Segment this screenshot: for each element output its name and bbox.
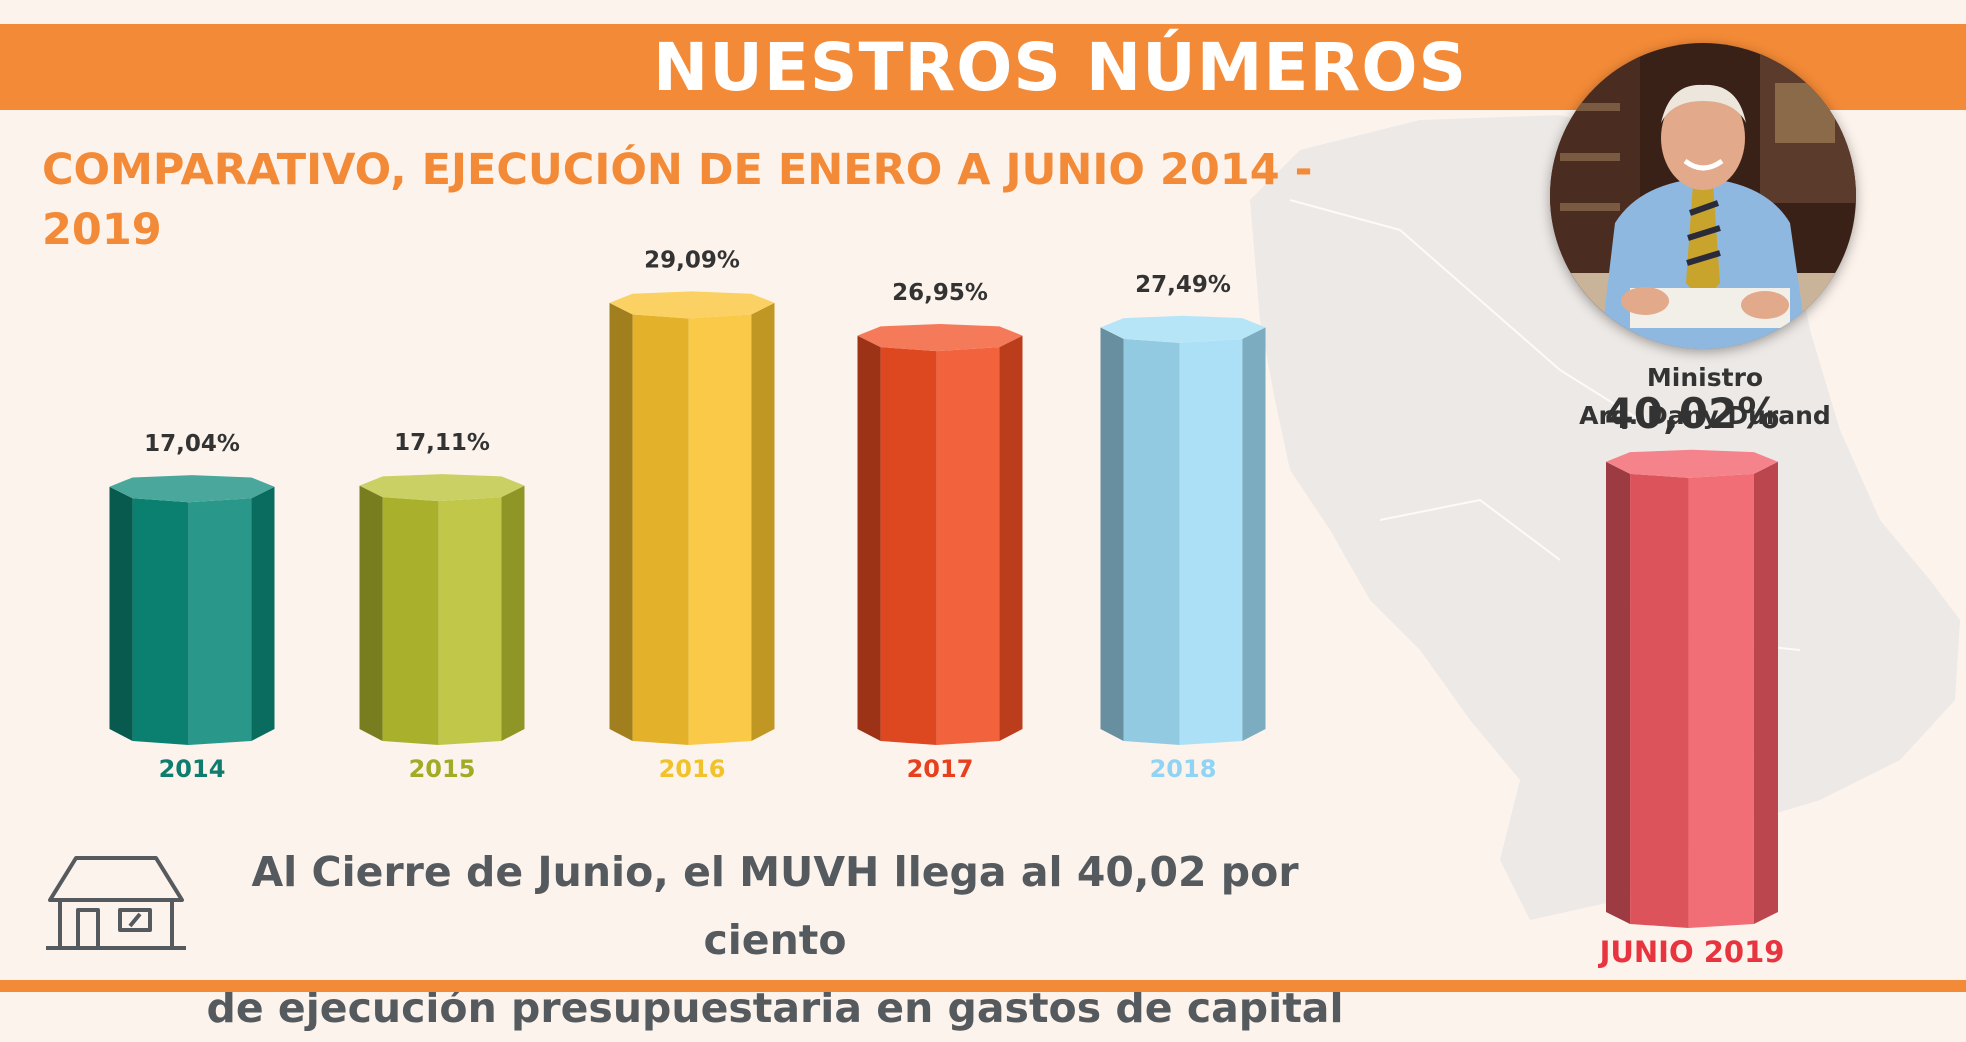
value-label: 27,49% bbox=[1135, 272, 1231, 298]
category-label: 2018 bbox=[1150, 755, 1217, 783]
bar-junio-2019 bbox=[1606, 449, 1778, 928]
value-label: 17,04% bbox=[144, 431, 240, 457]
bar-2018 bbox=[1100, 315, 1266, 745]
value-label: 26,95% bbox=[892, 280, 988, 306]
bar-2015 bbox=[359, 474, 525, 745]
page-title: NUESTROS NÚMEROS bbox=[653, 29, 1467, 106]
house-icon bbox=[46, 856, 186, 950]
value-label: 17,11% bbox=[394, 430, 490, 456]
category-label: JUNIO 2019 bbox=[1598, 935, 1785, 969]
minister-role: Ministro bbox=[1646, 363, 1764, 392]
bar-chart: 17,04% 2014 17,11% 2015 29,09% 2016 26,95% 2017… bbox=[109, 247, 1785, 969]
category-label: 2015 bbox=[409, 755, 476, 783]
minister-photo bbox=[1550, 43, 1856, 349]
footnote-line-1: Al Cierre de Junio, el MUVH llega al 40,… bbox=[251, 848, 1299, 964]
chart-title: COMPARATIVO, EJECUCIÓN DE ENERO A JUNIO … bbox=[42, 145, 1313, 255]
bar-2016 bbox=[609, 291, 775, 745]
bar-2014 bbox=[109, 475, 275, 745]
bottom-line bbox=[0, 980, 1966, 992]
category-label: 2016 bbox=[659, 755, 726, 783]
category-label: 2017 bbox=[907, 755, 974, 783]
value-label: 40,02% bbox=[1605, 389, 1780, 438]
category-label: 2014 bbox=[159, 755, 226, 783]
value-label: 29,09% bbox=[644, 247, 740, 273]
footnote: Al Cierre de Junio, el MUVH llega al 40,… bbox=[190, 838, 1360, 1042]
bar-2017 bbox=[857, 324, 1023, 745]
minister-name: Arq. Dany Durand bbox=[1579, 401, 1831, 430]
